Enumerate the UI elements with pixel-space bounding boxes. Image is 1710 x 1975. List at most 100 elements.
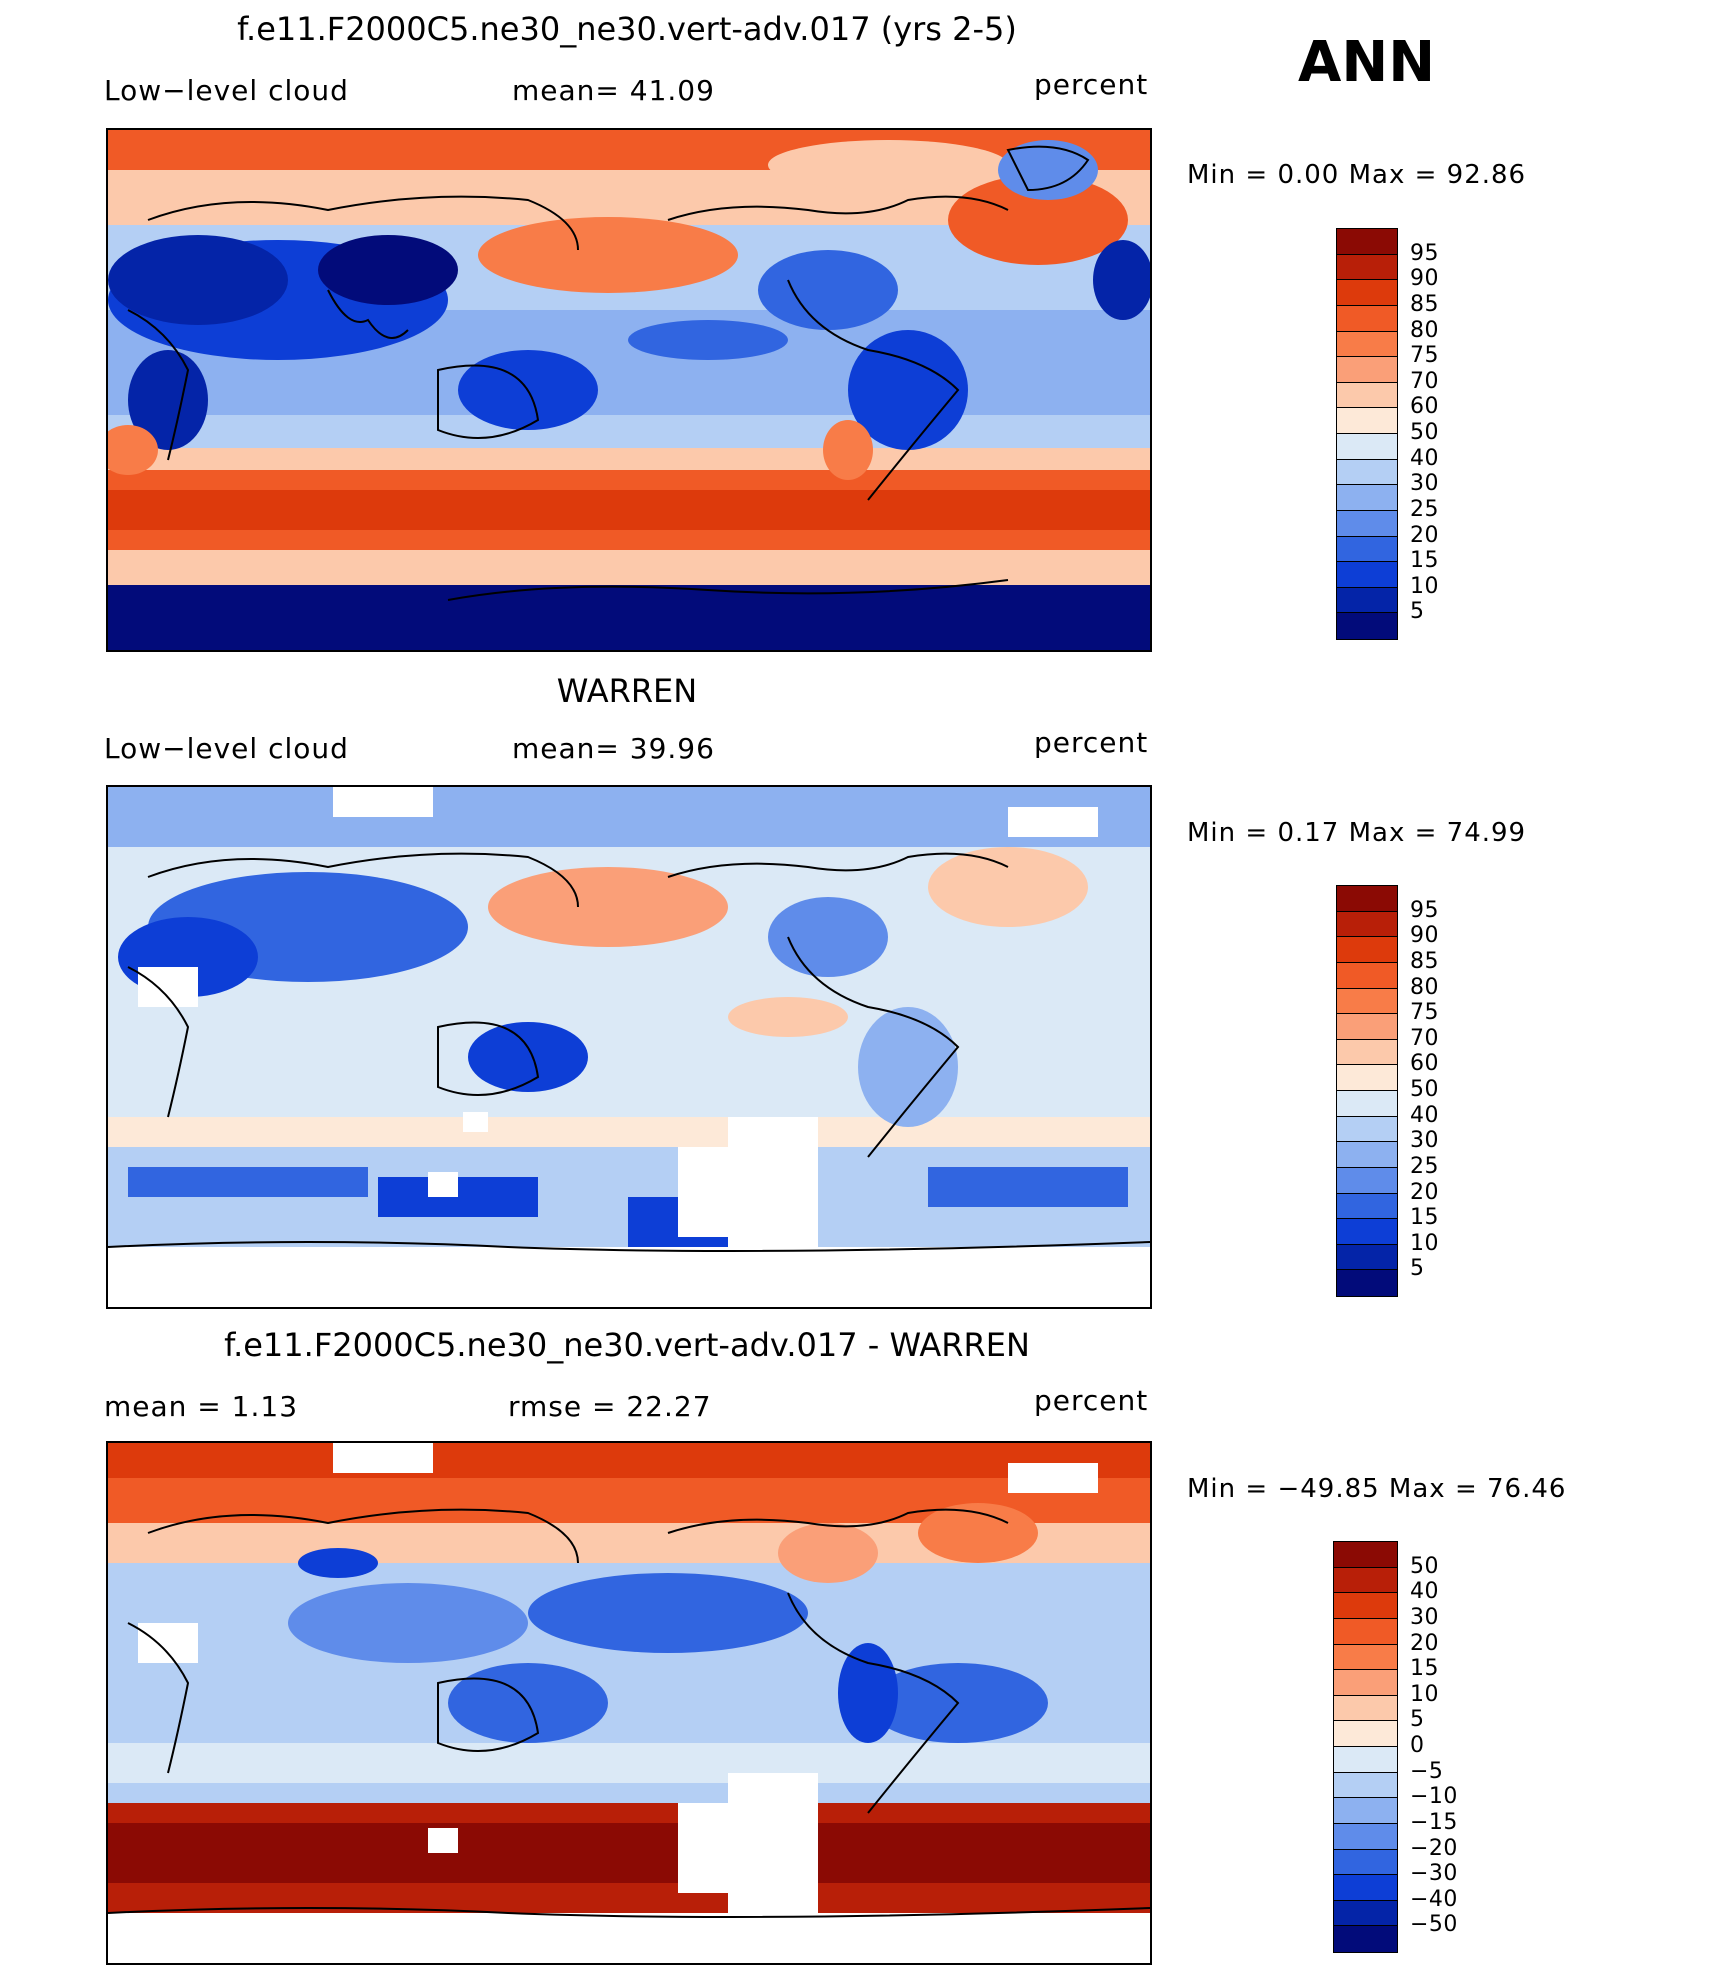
colorbar-tick-label: 70 (1410, 368, 1439, 394)
colorbar-segment (1337, 1116, 1397, 1143)
colorbar-segment (1337, 1270, 1397, 1296)
colorbar-tick-label: 25 (1410, 496, 1439, 522)
colorbar-segment (1334, 1593, 1397, 1619)
colorbar-segment (1334, 1772, 1397, 1799)
panel2-title: WARREN (556, 672, 698, 710)
colorbar-segment (1337, 408, 1397, 434)
panel3-map-svg (108, 1443, 1150, 1963)
colorbar-segment (1337, 357, 1397, 383)
peru-stratus (728, 997, 848, 1037)
band-arctic (108, 787, 1150, 847)
panel3-units-label: percent (1034, 1384, 1149, 1417)
so-blue-1 (128, 1167, 368, 1197)
colorbar-tick-label: 95 (1410, 897, 1439, 923)
colorbar-tick-label: 90 (1410, 923, 1439, 949)
colorbar-segment (1334, 1798, 1397, 1824)
namibia-stratus (108, 425, 158, 475)
north-america (758, 250, 898, 330)
panel2-variable-label: Low−level cloud (104, 732, 349, 765)
panel1-colorbar (1336, 228, 1398, 640)
panel1-title: f.e11.F2000C5.ne30_ne30.vert-adv.017 (yr… (237, 10, 1017, 48)
colorbar-tick-label: 50 (1410, 420, 1439, 445)
missing-2 (138, 967, 198, 1007)
colorbar-tick-label: −40 (1410, 1886, 1458, 1912)
colorbar-segment (1334, 1644, 1397, 1671)
colorbar-segment (1334, 1542, 1397, 1568)
colorbar-segment (1337, 911, 1397, 938)
colorbar-segment (1337, 536, 1397, 563)
missing-4 (678, 1147, 818, 1237)
colorbar-tick-label: 30 (1410, 1604, 1439, 1630)
sahara (108, 235, 288, 325)
colorbar-segment (1334, 1618, 1397, 1645)
colorbar-segment (1334, 1695, 1397, 1722)
north-pacific-stratus (488, 867, 728, 947)
colorbar-tick-label: −30 (1410, 1861, 1458, 1887)
colorbar-tick-label: −15 (1410, 1809, 1458, 1835)
panel2-minmax: Min = 0.17 Max = 74.99 (1187, 818, 1527, 848)
colorbar-tick-label: 60 (1410, 1051, 1439, 1077)
panel1-map-svg (108, 130, 1150, 650)
colorbar-segment (1337, 254, 1397, 281)
panel2-map (106, 785, 1152, 1309)
panel1-mean-label: mean= 41.09 (512, 74, 715, 107)
panel2-mean-label: mean= 39.96 (512, 732, 715, 765)
missing-6 (463, 1112, 488, 1132)
colorbar-tick-label: 75 (1410, 1000, 1439, 1026)
colorbar-tick-label: 25 (1410, 1153, 1439, 1179)
colorbar-tick-label: 40 (1410, 1102, 1439, 1128)
colorbar-segment (1334, 1849, 1397, 1876)
missing-2 (138, 1623, 198, 1663)
colorbar-segment (1334, 1567, 1397, 1594)
colorbar-segment (1337, 886, 1397, 912)
pacific-trade (528, 1573, 808, 1653)
asia-blue (298, 1548, 378, 1578)
andes (838, 1643, 898, 1743)
colorbar-segment (1337, 562, 1397, 588)
colorbar-segment (1337, 331, 1397, 358)
band-antarctica (108, 585, 1150, 650)
colorbar-segment (1337, 459, 1397, 486)
colorbar-segment (1337, 937, 1397, 963)
colorbar-segment (1334, 1721, 1397, 1747)
colorbar-segment (1337, 1142, 1397, 1168)
missing-antarctica (108, 1913, 1150, 1963)
colorbar-tick-label: 85 (1410, 291, 1439, 317)
colorbar-tick-label: 20 (1410, 1179, 1439, 1205)
coastlines (108, 1508, 1150, 1918)
colorbar-segment (1337, 1219, 1397, 1245)
missing-7 (428, 1172, 458, 1197)
colorbar-tick-label: 70 (1410, 1025, 1439, 1051)
panel1-units-label: percent (1034, 68, 1149, 101)
colorbar-segment (1337, 229, 1397, 255)
arctic-patch (768, 140, 1008, 190)
panel2-map-svg (108, 787, 1150, 1307)
colorbar-segment (1337, 485, 1397, 511)
band-southern-ocean-core (108, 1823, 1150, 1883)
so-blue-4 (928, 1167, 1128, 1207)
north-pacific-stratus (478, 217, 738, 293)
colorbar-tick-label: 60 (1410, 394, 1439, 420)
panel3-title: f.e11.F2000C5.ne30_ne30.vert-adv.017 - W… (224, 1326, 1030, 1364)
indian-ocean (288, 1583, 528, 1663)
colorbar-tick-label: 95 (1410, 240, 1439, 266)
north-atlantic-warm (918, 1503, 1038, 1563)
colorbar-segment (1334, 1875, 1397, 1901)
colorbar-segment (1337, 962, 1397, 989)
colorbar-segment (1337, 1014, 1397, 1040)
colorbar-segment (1334, 1670, 1397, 1696)
band-south-mid (108, 448, 1150, 472)
panel2-units-label: percent (1034, 726, 1149, 759)
tibet (318, 235, 458, 305)
colorbar-segment (1337, 988, 1397, 1015)
north-atlantic (928, 847, 1088, 927)
colorbar-tick-label: 80 (1410, 974, 1439, 1000)
colorbar-segment (1334, 1900, 1397, 1927)
colorbar-tick-label: 10 (1410, 1681, 1439, 1707)
coastlines (108, 852, 1150, 1252)
colorbar-tick-label: 40 (1410, 445, 1439, 471)
colorbar-tick-label: 5 (1410, 599, 1425, 625)
north-america (768, 897, 888, 977)
missing-1 (333, 787, 433, 817)
atlantic-west (1093, 240, 1150, 320)
